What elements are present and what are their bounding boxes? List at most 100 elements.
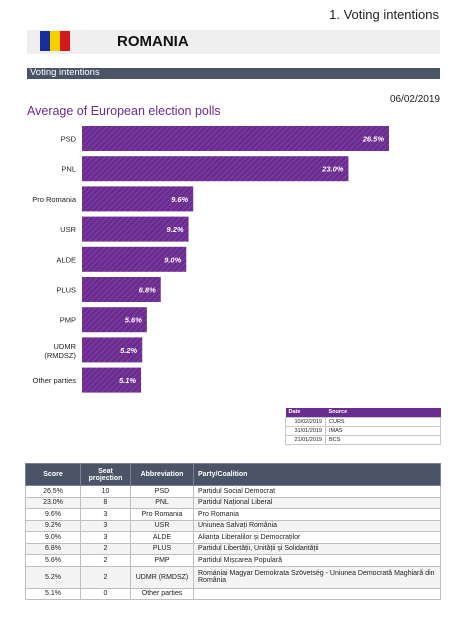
category-label: PLUS	[56, 286, 76, 295]
cell-score: 5.6%	[25, 554, 81, 567]
value-label: 5.1%	[119, 376, 136, 385]
poll-date: 06/02/2019	[389, 94, 440, 105]
table-row: 26.5% 10 PSD Partidul Social Democrat	[25, 485, 441, 498]
bar-pro-romania	[82, 186, 194, 212]
bar-pmp	[82, 307, 147, 333]
category-label: PSD	[61, 135, 77, 144]
bar-udmr-rmdsz-	[82, 337, 143, 363]
header-party-coalition: Party/Coalition	[193, 463, 441, 486]
category-label: UDMR (RMDSZ)	[44, 342, 76, 360]
category-label: PMP	[60, 316, 76, 325]
table-row: 5.2% 2 UDMR (RMDSZ) Romániai Magyar Demo…	[25, 565, 441, 589]
cell-seats: 2	[80, 542, 131, 555]
bar-other-parties	[82, 367, 142, 393]
cell-score: 23.0%	[25, 496, 81, 509]
section-title: Voting intentions	[30, 67, 100, 78]
source-date: 31/01/2019	[285, 425, 326, 436]
cell-abbreviation: ALDE	[130, 531, 194, 544]
cell-abbreviation: PMP	[130, 554, 194, 567]
value-label: 23.0%	[321, 165, 344, 174]
cell-score: 9.2%	[25, 519, 81, 532]
header-seat-projection: Seat projection	[80, 463, 131, 486]
cell-seats: 3	[80, 519, 131, 532]
cell-abbreviation: USR	[130, 519, 194, 532]
results-header-row: Score Seat projection Abbreviation Party…	[25, 463, 441, 486]
table-row: 6.8% 2 PLUS Partidul Libertății, Unități…	[25, 542, 441, 555]
cell-abbreviation: PSD	[130, 485, 194, 498]
value-label: 26.5%	[362, 135, 385, 144]
sources-header-row: Date Source	[285, 408, 441, 417]
value-label: 5.6%	[125, 316, 142, 325]
cell-seats: 3	[80, 531, 131, 544]
romania-flag-icon	[40, 31, 70, 51]
page-label: 1. Voting intentions	[329, 7, 439, 22]
source-date: 21/01/2019	[285, 434, 326, 445]
cell-party	[193, 587, 441, 600]
country-name: ROMANIA	[117, 33, 189, 50]
table-row: 23.0% 8 PNL Partidul Național Liberal	[25, 496, 441, 509]
bar-plus	[82, 277, 161, 302]
category-label: ALDE	[56, 255, 76, 264]
bars-group: PSD 26.5% PNL 23.0% Pro Romania 9.6% USR 9.2% AL…	[32, 126, 389, 393]
cell-seats: 0	[80, 587, 131, 600]
value-label: 9.2%	[166, 225, 183, 234]
sources-header-source: Source	[325, 408, 441, 417]
cell-party: Uniunea Salvați România	[193, 519, 441, 532]
value-label: 9.0%	[164, 255, 181, 264]
bar-psd	[82, 126, 389, 151]
country-header: ROMANIA	[27, 30, 440, 54]
source-name: IMAS	[325, 425, 441, 436]
category-label: Other parties	[33, 376, 77, 385]
cell-score: 6.8%	[25, 542, 81, 555]
source-name: CURS	[325, 416, 441, 427]
cell-party: Romániai Magyar Demokrata Szövetség - Un…	[193, 565, 441, 589]
category-label: Pro Romania	[32, 195, 77, 204]
cell-abbreviation: PLUS	[130, 542, 194, 555]
cell-score: 26.5%	[25, 485, 81, 498]
category-label: PNL	[61, 165, 76, 174]
sources-row: 10/02/2019 CURS	[285, 416, 441, 427]
cell-party: Pro Romania	[193, 508, 441, 521]
cell-party: Alianța Liberalilor și Democraților	[193, 531, 441, 544]
cell-party: Partidul Social Democrat	[193, 485, 441, 498]
header-score: Score	[25, 463, 81, 486]
cell-abbreviation: UDMR (RMDSZ)	[130, 565, 194, 589]
cell-abbreviation: Pro Romania	[130, 508, 194, 521]
poll-bar-chart: PSD 26.5% PNL 23.0% Pro Romania 9.6% USR 9.2% AL…	[32, 126, 389, 393]
table-row: 9.2% 3 USR Uniunea Salvați România	[25, 519, 441, 532]
cell-score: 5.1%	[25, 587, 81, 600]
sources-header-date: Date	[285, 408, 326, 417]
section-bar: Voting intentions	[27, 67, 440, 79]
table-row: 5.6% 2 PMP Partidul Mișcarea Populară	[25, 554, 441, 567]
source-date: 10/02/2019	[285, 416, 326, 427]
cell-seats: 2	[80, 565, 131, 589]
sources-row: 31/01/2019 IMAS	[285, 425, 441, 436]
bar-usr	[82, 216, 189, 242]
header-abbreviation: Abbreviation	[130, 463, 194, 486]
cell-party: Partidul Mișcarea Populară	[193, 554, 441, 567]
category-label: USR	[60, 225, 76, 234]
sources-table: Date Source 10/02/2019 CURS 31/01/2019 I…	[285, 408, 441, 445]
flag-stripe-blue	[40, 31, 50, 51]
cell-seats: 8	[80, 496, 131, 509]
cell-party: Partidul Libertății, Unității și Solidar…	[193, 542, 441, 555]
table-row: 9.0% 3 ALDE Alianța Liberalilor și Democ…	[25, 531, 441, 544]
source-name: BCS	[325, 434, 441, 445]
chart-title: Average of European election polls	[27, 104, 221, 118]
cell-party: Partidul Național Liberal	[193, 496, 441, 509]
cell-seats: 3	[80, 508, 131, 521]
sources-row: 21/01/2019 BCS	[285, 434, 441, 445]
value-label: 9.6%	[171, 195, 188, 204]
cell-seats: 2	[80, 554, 131, 567]
table-row: 9.6% 3 Pro Romania Pro Romania	[25, 508, 441, 521]
value-label: 5.2%	[120, 346, 137, 355]
cell-abbreviation: PNL	[130, 496, 194, 509]
cell-seats: 10	[80, 485, 131, 498]
cell-score: 5.2%	[25, 565, 81, 589]
value-label: 6.8%	[139, 286, 156, 295]
cell-abbreviation: Other parties	[130, 587, 194, 600]
bar-pnl	[82, 156, 349, 182]
cell-score: 9.0%	[25, 531, 81, 544]
table-row: 5.1% 0 Other parties	[25, 587, 441, 600]
flag-stripe-yellow	[50, 31, 60, 51]
